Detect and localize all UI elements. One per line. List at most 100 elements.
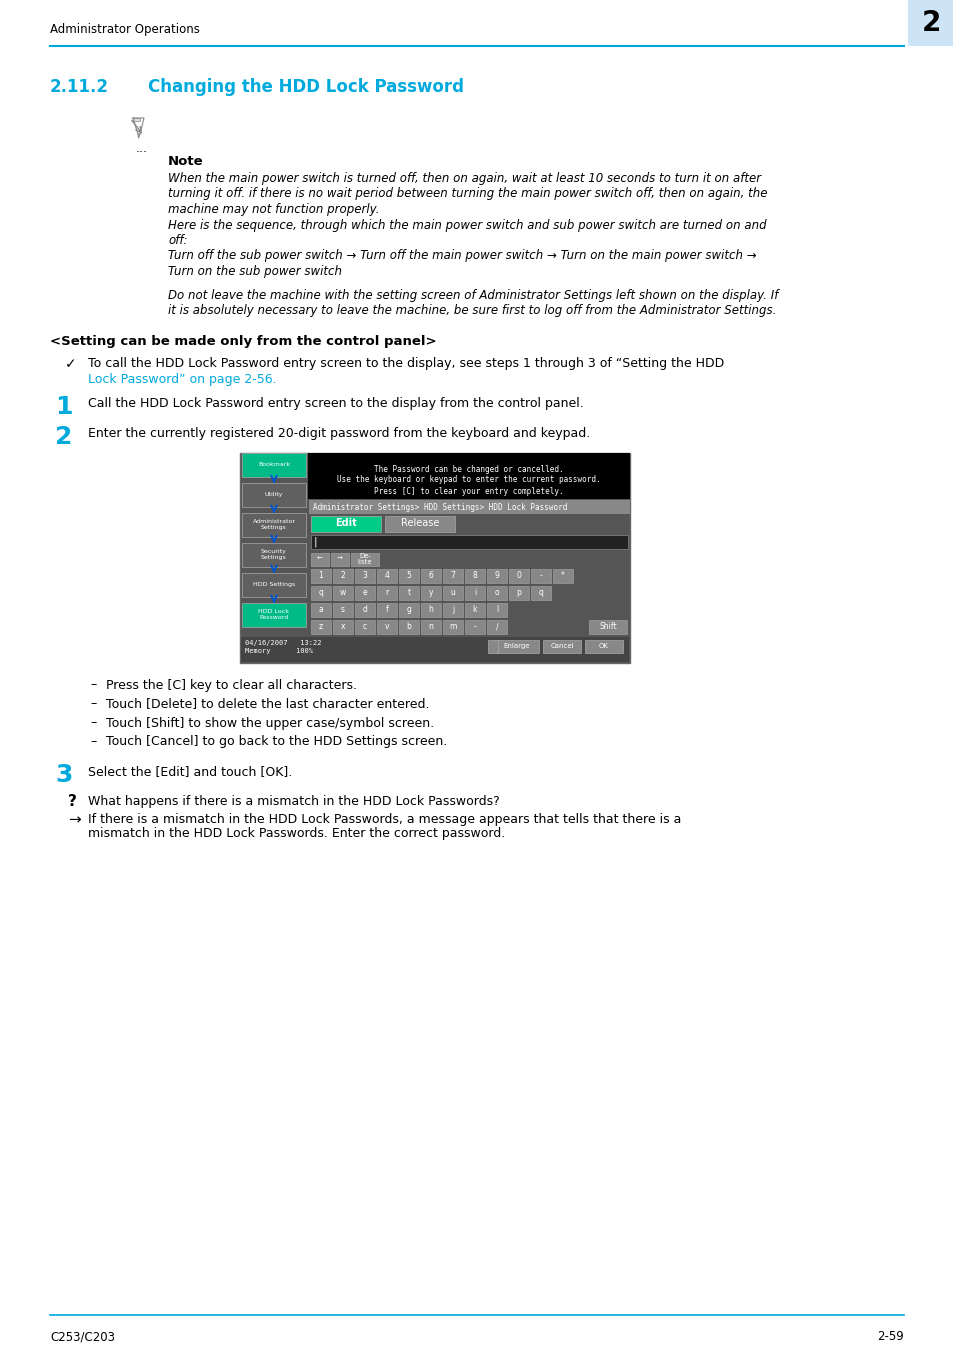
Text: a: a xyxy=(318,605,323,614)
Text: l: l xyxy=(496,605,497,614)
Text: Touch [Cancel] to go back to the HDD Settings screen.: Touch [Cancel] to go back to the HDD Set… xyxy=(106,736,447,748)
Bar xyxy=(311,516,380,532)
Text: v: v xyxy=(384,622,389,630)
Text: What happens if there is a mismatch in the HDD Lock Passwords?: What happens if there is a mismatch in t… xyxy=(88,795,499,807)
Bar xyxy=(132,117,140,121)
Bar xyxy=(420,568,440,582)
Text: →: → xyxy=(68,813,81,828)
Bar xyxy=(486,602,506,617)
Bar xyxy=(311,568,331,582)
Bar xyxy=(398,602,418,617)
Text: De-
liste: De- liste xyxy=(357,552,372,566)
Text: 04/16/2007   13:22: 04/16/2007 13:22 xyxy=(245,640,321,647)
Text: Enter the currently registered 20-digit password from the keyboard and keypad.: Enter the currently registered 20-digit … xyxy=(88,428,590,440)
Bar xyxy=(509,568,529,582)
Text: Administrator Operations: Administrator Operations xyxy=(50,23,200,36)
Bar xyxy=(420,620,440,633)
Text: e: e xyxy=(362,589,367,597)
Text: ✓: ✓ xyxy=(65,358,76,371)
Text: f: f xyxy=(385,605,388,614)
Text: t: t xyxy=(407,589,410,597)
Bar xyxy=(242,543,306,567)
Bar xyxy=(509,586,529,599)
Bar xyxy=(355,602,375,617)
Bar xyxy=(355,586,375,599)
Text: z: z xyxy=(318,622,323,630)
Bar xyxy=(495,640,538,652)
Text: Call the HDD Lock Password entry screen to the display from the control panel.: Call the HDD Lock Password entry screen … xyxy=(88,397,583,410)
Text: j: j xyxy=(452,605,454,614)
Bar xyxy=(531,586,551,599)
Text: 2-59: 2-59 xyxy=(877,1330,903,1343)
Text: off:: off: xyxy=(168,234,188,247)
Bar xyxy=(333,620,353,633)
Text: p: p xyxy=(516,589,521,597)
Bar xyxy=(333,568,353,582)
Text: Administrator Settings> HDD Settings> HDD Lock Password: Administrator Settings> HDD Settings> HD… xyxy=(313,504,567,513)
Text: d: d xyxy=(362,605,367,614)
Bar xyxy=(240,452,629,663)
Text: r: r xyxy=(385,589,388,597)
Bar xyxy=(588,620,626,633)
Text: Bookmark: Bookmark xyxy=(257,462,290,467)
Text: –: – xyxy=(90,717,96,729)
Text: Here is the sequence, through which the main power switch and sub power switch a: Here is the sequence, through which the … xyxy=(168,219,766,231)
Text: Shift: Shift xyxy=(598,622,617,630)
Text: OK: OK xyxy=(598,643,608,649)
Text: –: – xyxy=(90,679,96,691)
Text: 5: 5 xyxy=(406,571,411,580)
Text: –: – xyxy=(90,698,96,710)
Text: i: i xyxy=(474,589,476,597)
Text: Do not leave the machine with the setting screen of Administrator Settings left : Do not leave the machine with the settin… xyxy=(168,289,778,301)
Text: it is absolutely necessary to leave the machine, be sure first to log off from t: it is absolutely necessary to leave the … xyxy=(168,304,776,317)
Text: Enlarge: Enlarge xyxy=(503,643,530,649)
Bar xyxy=(308,452,629,498)
Bar xyxy=(486,620,506,633)
Text: -: - xyxy=(539,571,542,580)
Text: Edit: Edit xyxy=(335,518,356,528)
Bar xyxy=(442,586,462,599)
Bar xyxy=(242,572,306,597)
Bar xyxy=(542,640,580,652)
Bar xyxy=(331,552,349,566)
Text: ?: ? xyxy=(68,795,77,810)
Bar xyxy=(376,602,396,617)
Bar xyxy=(488,640,497,652)
Text: Memory      100%: Memory 100% xyxy=(245,648,313,653)
Text: h: h xyxy=(428,605,433,614)
Bar xyxy=(420,602,440,617)
Text: To call the HDD Lock Password entry screen to the display, see steps 1 through 3: To call the HDD Lock Password entry scre… xyxy=(88,358,723,370)
Bar xyxy=(584,640,622,652)
Text: 7: 7 xyxy=(450,571,455,580)
Text: 6: 6 xyxy=(428,571,433,580)
Bar xyxy=(442,568,462,582)
Bar xyxy=(355,568,375,582)
Text: If there is a mismatch in the HDD Lock Passwords, a message appears that tells t: If there is a mismatch in the HDD Lock P… xyxy=(88,813,680,825)
Text: HDD Settings: HDD Settings xyxy=(253,582,294,587)
Bar xyxy=(398,620,418,633)
Text: <Setting can be made only from the control panel>: <Setting can be made only from the contr… xyxy=(50,336,436,348)
Text: 2: 2 xyxy=(340,571,345,580)
Text: 0: 0 xyxy=(516,571,521,580)
Bar xyxy=(464,620,484,633)
Text: C253/C203: C253/C203 xyxy=(50,1330,115,1343)
Bar xyxy=(241,636,628,661)
Bar xyxy=(311,552,329,566)
Bar xyxy=(464,568,484,582)
Bar xyxy=(376,620,396,633)
Text: w: w xyxy=(339,589,346,597)
Bar xyxy=(242,513,306,536)
Bar xyxy=(311,586,331,599)
Text: machine may not function properly.: machine may not function properly. xyxy=(168,202,379,216)
Text: o: o xyxy=(495,589,498,597)
Text: Press the [C] key to clear all characters.: Press the [C] key to clear all character… xyxy=(106,679,356,691)
Bar xyxy=(242,482,306,506)
Text: Cancel: Cancel xyxy=(550,643,573,649)
Text: turning it off. if there is no wait period between turning the main power switch: turning it off. if there is no wait peri… xyxy=(168,188,767,201)
Text: Release: Release xyxy=(400,518,438,528)
Text: Changing the HDD Lock Password: Changing the HDD Lock Password xyxy=(148,78,463,96)
Bar xyxy=(351,552,378,566)
Text: mismatch in the HDD Lock Passwords. Enter the correct password.: mismatch in the HDD Lock Passwords. Ente… xyxy=(88,828,505,841)
Text: x: x xyxy=(340,622,345,630)
Text: –: – xyxy=(90,736,96,748)
